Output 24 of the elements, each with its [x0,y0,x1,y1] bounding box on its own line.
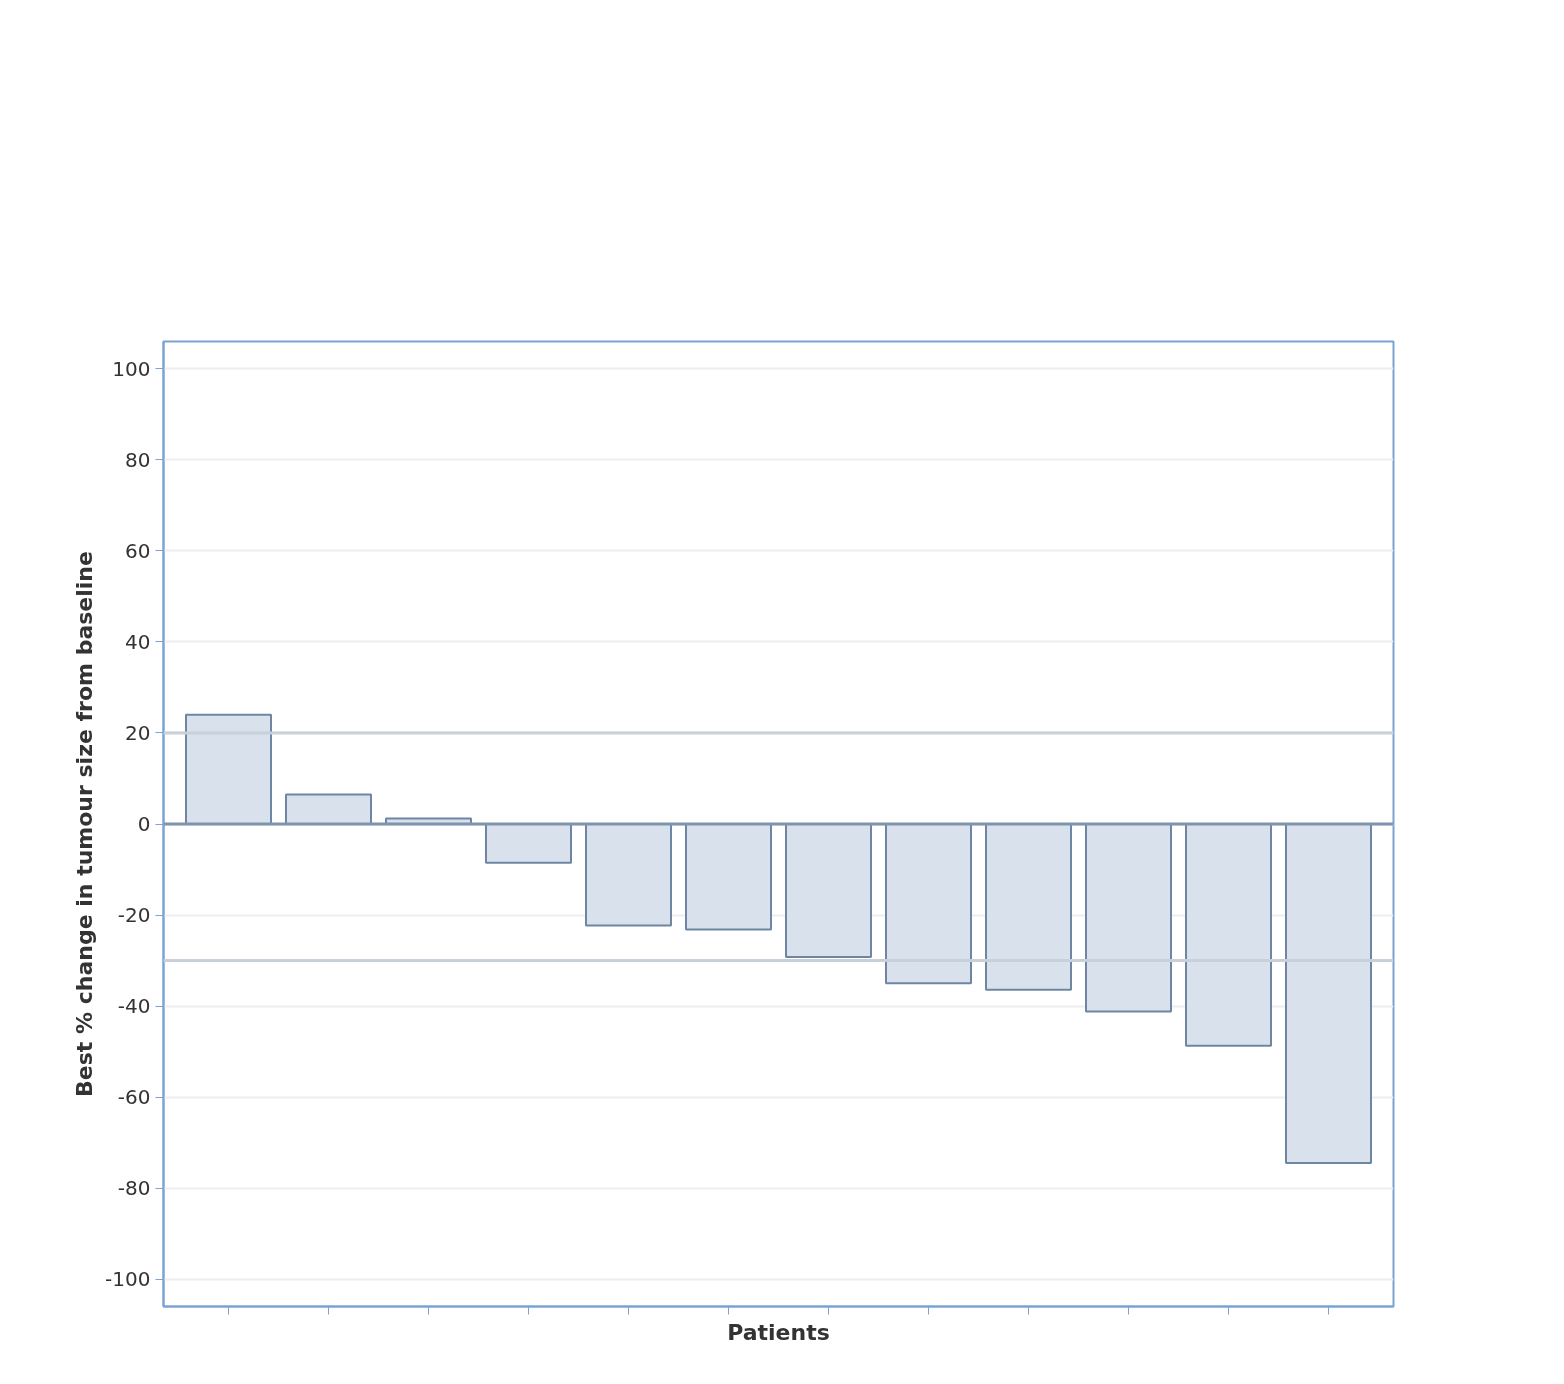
y-tick-label: 0 [137,812,151,836]
x-axis-title: Patients [727,1319,830,1345]
bar [1185,823,1272,1047]
bar [1085,823,1172,1013]
y-tick-label: 100 [112,356,151,381]
y-axis-title: Best % change in tumour size from baseline [72,551,98,1097]
bar [185,713,272,825]
y-tick-label: 40 [125,629,151,654]
y-tick-label: -100 [105,1267,151,1292]
y-tick-label: 80 [125,447,151,472]
y-tick-label: 60 [125,538,151,563]
bar [985,823,1072,991]
bar [785,823,872,958]
bar [485,823,572,864]
y-tick-label: -40 [117,994,151,1019]
y-tick-label: -20 [117,903,151,928]
bar [585,823,672,927]
y-tick-label: -60 [117,1085,151,1110]
bar [1285,823,1372,1165]
y-tick-label: 20 [125,720,151,745]
bar [685,823,772,931]
bar [885,823,972,985]
y-tick-label: -80 [117,1176,151,1201]
bar [285,793,372,825]
